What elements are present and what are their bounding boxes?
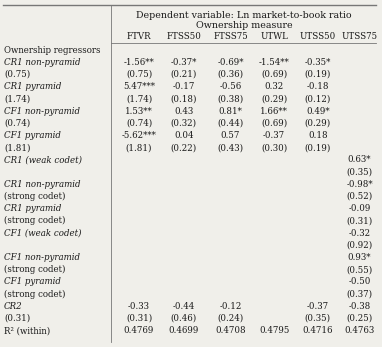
Text: (0.44): (0.44) — [217, 119, 244, 128]
Text: (0.46): (0.46) — [171, 314, 197, 323]
Text: UTWL: UTWL — [260, 32, 288, 41]
Text: -0.17: -0.17 — [173, 82, 195, 91]
Text: -5.62***: -5.62*** — [121, 131, 157, 140]
Text: 0.4795: 0.4795 — [259, 326, 289, 335]
Text: (0.69): (0.69) — [261, 70, 287, 79]
Text: CR1 pyramid: CR1 pyramid — [4, 82, 62, 91]
Text: -0.09: -0.09 — [348, 204, 371, 213]
Text: (0.25): (0.25) — [346, 314, 373, 323]
Text: (1.74): (1.74) — [4, 94, 30, 103]
Text: (1.81): (1.81) — [4, 143, 31, 152]
Text: 1.53**: 1.53** — [125, 107, 153, 116]
Text: CR1 non-pyramid: CR1 non-pyramid — [4, 58, 81, 67]
Text: FTSS50: FTSS50 — [166, 32, 201, 41]
Text: 0.4716: 0.4716 — [303, 326, 333, 335]
Text: (0.55): (0.55) — [346, 265, 373, 274]
Text: -0.56: -0.56 — [219, 82, 241, 91]
Text: -0.12: -0.12 — [219, 302, 242, 311]
Text: R² (within): R² (within) — [4, 326, 50, 335]
Text: CF1 pyramid: CF1 pyramid — [4, 131, 61, 140]
Text: (0.38): (0.38) — [217, 94, 244, 103]
Text: -0.37: -0.37 — [263, 131, 285, 140]
Text: (0.75): (0.75) — [4, 70, 30, 79]
Text: Dependent variable: Ln market-to-book ratio: Dependent variable: Ln market-to-book ra… — [136, 10, 352, 19]
Text: (0.18): (0.18) — [170, 94, 197, 103]
Text: UTSS50: UTSS50 — [300, 32, 336, 41]
Text: (0.36): (0.36) — [217, 70, 243, 79]
Text: -0.35*: -0.35* — [305, 58, 331, 67]
Text: 0.32: 0.32 — [264, 82, 284, 91]
Text: (strong codet): (strong codet) — [4, 216, 65, 225]
Text: CF1 non-pyramid: CF1 non-pyramid — [4, 253, 80, 262]
Text: (0.12): (0.12) — [305, 94, 331, 103]
Text: Ownership regressors: Ownership regressors — [4, 45, 100, 54]
Text: 0.49*: 0.49* — [306, 107, 330, 116]
Text: 0.81*: 0.81* — [219, 107, 243, 116]
Text: CF1 pyramid: CF1 pyramid — [4, 277, 61, 286]
Text: (0.29): (0.29) — [305, 119, 331, 128]
Text: UTSS75: UTSS75 — [342, 32, 378, 41]
Text: -0.98*: -0.98* — [346, 180, 373, 189]
Text: -0.69*: -0.69* — [217, 58, 244, 67]
Text: (0.30): (0.30) — [261, 143, 287, 152]
Text: (0.22): (0.22) — [171, 143, 197, 152]
Text: CR1 non-pyramid: CR1 non-pyramid — [4, 180, 81, 189]
Text: (0.31): (0.31) — [346, 216, 373, 225]
Text: CR1 pyramid: CR1 pyramid — [4, 204, 62, 213]
Text: (0.32): (0.32) — [171, 119, 197, 128]
Text: (0.74): (0.74) — [4, 119, 30, 128]
Text: -1.56**: -1.56** — [124, 58, 154, 67]
Text: 0.4763: 0.4763 — [345, 326, 375, 335]
Text: 0.04: 0.04 — [174, 131, 194, 140]
Text: 5.47***: 5.47*** — [123, 82, 155, 91]
Text: (0.29): (0.29) — [261, 94, 287, 103]
Text: (0.35): (0.35) — [346, 168, 372, 177]
Text: 0.43: 0.43 — [174, 107, 193, 116]
Text: 0.93*: 0.93* — [348, 253, 371, 262]
Text: (0.24): (0.24) — [217, 314, 244, 323]
Text: -1.54**: -1.54** — [259, 58, 290, 67]
Text: (0.19): (0.19) — [305, 143, 331, 152]
Text: 0.4708: 0.4708 — [215, 326, 246, 335]
Text: (0.52): (0.52) — [346, 192, 373, 201]
Text: 0.18: 0.18 — [308, 131, 328, 140]
Text: CR2: CR2 — [4, 302, 23, 311]
Text: FTSS75: FTSS75 — [213, 32, 248, 41]
Text: (strong codet): (strong codet) — [4, 265, 65, 274]
Text: (0.37): (0.37) — [346, 289, 372, 298]
Text: -0.50: -0.50 — [348, 277, 371, 286]
Text: (0.43): (0.43) — [217, 143, 243, 152]
Text: -0.37*: -0.37* — [171, 58, 197, 67]
Text: 0.63*: 0.63* — [348, 155, 371, 164]
Text: CR1 (weak codet): CR1 (weak codet) — [4, 155, 82, 164]
Text: -0.33: -0.33 — [128, 302, 150, 311]
Text: -0.44: -0.44 — [173, 302, 195, 311]
Text: 0.4699: 0.4699 — [168, 326, 199, 335]
Text: (1.81): (1.81) — [126, 143, 152, 152]
Text: (0.21): (0.21) — [171, 70, 197, 79]
Text: -0.18: -0.18 — [307, 82, 329, 91]
Text: Ownership measure: Ownership measure — [196, 20, 292, 29]
Text: (strong codet): (strong codet) — [4, 289, 65, 298]
Text: CF1 non-pyramid: CF1 non-pyramid — [4, 107, 80, 116]
Text: (0.75): (0.75) — [126, 70, 152, 79]
Text: CF1 (weak codet): CF1 (weak codet) — [4, 229, 81, 237]
Text: (0.35): (0.35) — [305, 314, 331, 323]
Text: (0.19): (0.19) — [305, 70, 331, 79]
Text: (0.31): (0.31) — [126, 314, 152, 323]
Text: (1.74): (1.74) — [126, 94, 152, 103]
Text: (0.31): (0.31) — [4, 314, 30, 323]
Text: -0.32: -0.32 — [348, 229, 371, 237]
Text: 0.57: 0.57 — [221, 131, 240, 140]
Text: (0.92): (0.92) — [346, 241, 373, 250]
Text: (0.74): (0.74) — [126, 119, 152, 128]
Text: 1.66**: 1.66** — [260, 107, 288, 116]
Text: 0.4769: 0.4769 — [124, 326, 154, 335]
Text: FTVR: FTVR — [127, 32, 151, 41]
Text: -0.37: -0.37 — [307, 302, 329, 311]
Text: (strong codet): (strong codet) — [4, 192, 65, 201]
Text: -0.38: -0.38 — [348, 302, 371, 311]
Text: (0.69): (0.69) — [261, 119, 287, 128]
